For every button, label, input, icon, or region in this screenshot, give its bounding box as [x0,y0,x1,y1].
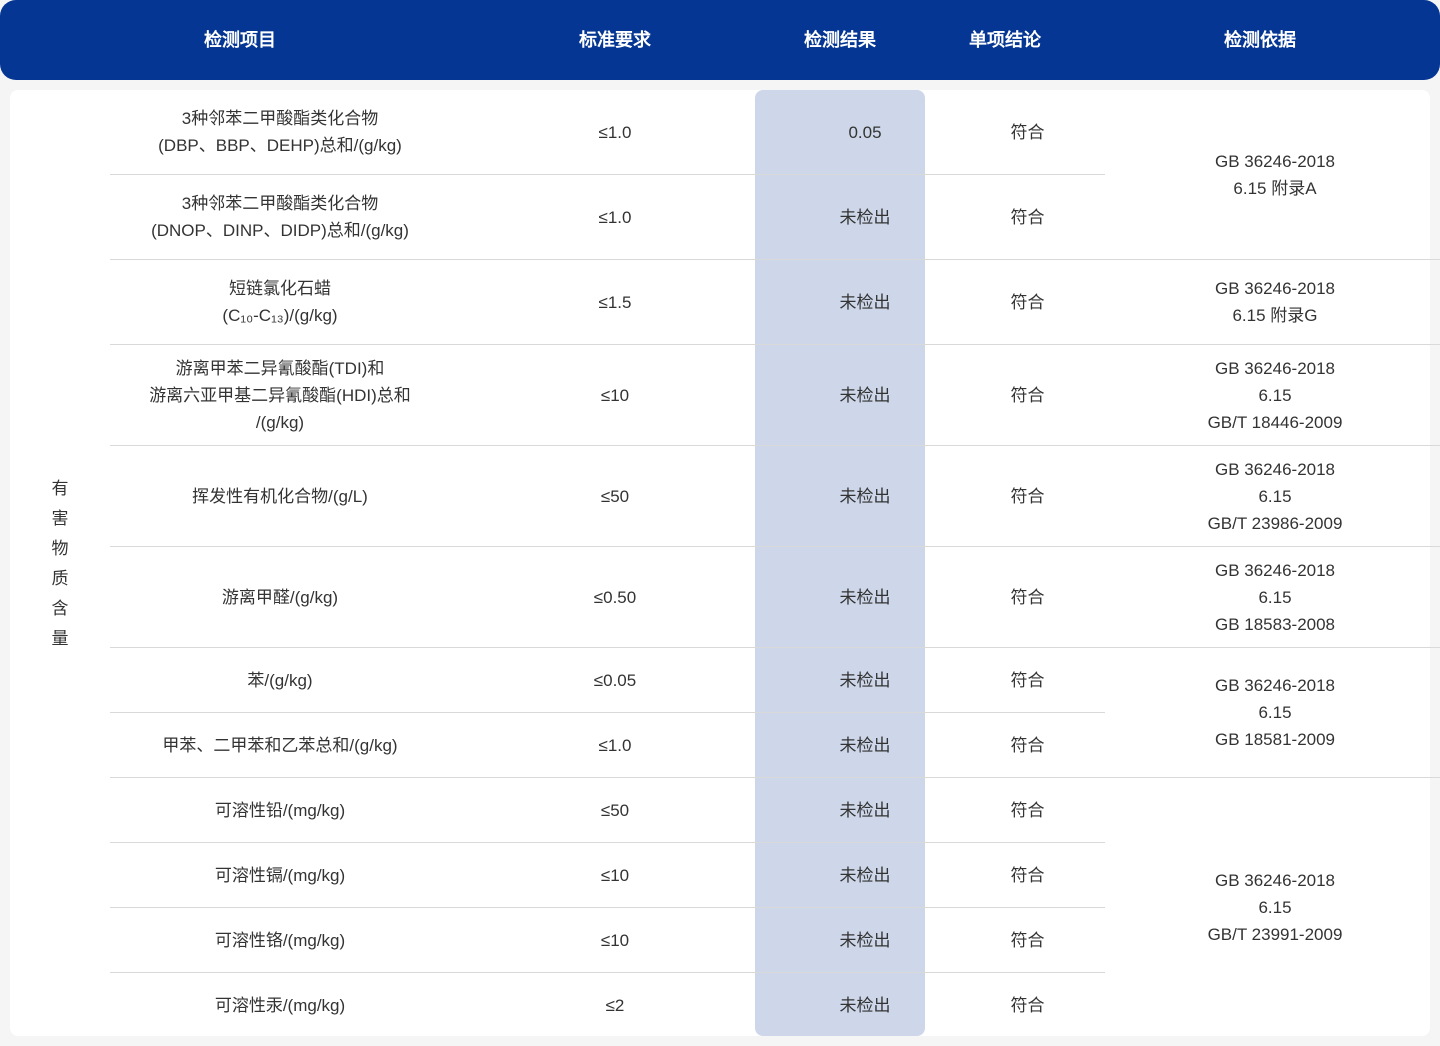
header-basis: 检测依据 [1224,30,1296,50]
item-cell: 3种邻苯二甲酸酯类化合物 (DBP、BBP、DEHP)总和/(g/kg) [110,90,450,175]
item-cell: 甲苯、二甲苯和乙苯总和/(g/kg) [110,713,450,778]
conclusion-cell: 符合 [950,648,1105,713]
standard-cell: ≤10 [450,843,780,908]
conclusion-cell: 符合 [950,547,1105,648]
conclusion-cell: 符合 [950,446,1105,547]
item-cell: 短链氯化石蜡 (C₁₀-C₁₃)/(g/kg) [110,260,450,345]
basis-cell: GB 36246-2018 6.15 GB/T 23986-2009 [1105,446,1440,547]
item-cell: 游离甲苯二异氰酸酯(TDI)和 游离六亚甲基二异氰酸酯(HDI)总和 /(g/k… [110,345,450,446]
basis-cell: GB 36246-2018 6.15 GB 18583-2008 [1105,547,1440,648]
table-body: 有害物质含量 3种邻苯二甲酸酯类化合物 (DBP、BBP、DEHP)总和/(g/… [10,90,1440,1037]
result-cell: 未检出 [780,446,950,547]
category-cell: 有害物质含量 [10,90,110,1037]
category-char: 质 [51,568,69,588]
standard-cell: ≤10 [450,908,780,973]
conclusion-cell: 符合 [950,908,1105,973]
result-cell: 未检出 [780,175,950,260]
result-column-highlight [755,90,925,1036]
standard-cell: ≤1.0 [450,713,780,778]
standard-cell: ≤50 [450,446,780,547]
conclusion-cell: 符合 [1010,995,1045,1015]
standard-cell: ≤50 [450,778,780,843]
standard-cell: ≤1.0 [450,175,780,260]
header-conclusion: 单项结论 [969,30,1041,50]
standard-cell: ≤0.05 [450,648,780,713]
item-cell: 可溶性铬/(mg/kg) [110,908,450,973]
basis-cell: GB 36246-2018 6.15 附录G [1105,260,1440,345]
result-cell: 未检出 [780,345,950,446]
conclusion-cell: 符合 [950,260,1105,345]
standard-cell: ≤1.0 [450,90,780,175]
standard-cell: ≤0.50 [450,547,780,648]
result-cell: 0.05 [780,90,950,175]
item-cell: 可溶性汞/(mg/kg) [214,995,346,1015]
header-standard: 标准要求 [579,30,651,50]
basis-cell: GB 36246-2018 6.15 GB/T 23991-2009 [1207,871,1343,944]
conclusion-cell: 符合 [950,175,1105,260]
result-cell: 未检出 [780,713,950,778]
conclusion-cell: 符合 [950,843,1105,908]
standard-cell: ≤2 [605,995,625,1015]
item-cell: 游离甲醛/(g/kg) [110,547,450,648]
basis-cell: GB 36246-2018 6.15 GB 18581-2009 [1105,648,1440,778]
standard-cell: ≤1.5 [450,260,780,345]
result-cell: 未检出 [780,260,950,345]
item-cell: 挥发性有机化合物/(g/L) [110,446,450,547]
conclusion-cell: 符合 [950,345,1105,446]
header-item: 检测项目 [204,30,276,50]
standard-cell: ≤10 [450,345,780,446]
item-cell: 可溶性镉/(mg/kg) [110,843,450,908]
category-char: 含 [51,598,69,618]
category-char: 物 [51,538,69,558]
item-cell: 苯/(g/kg) [110,648,450,713]
basis-cell: GB 36246-2018 6.15 附录A [1105,90,1440,260]
category-char: 害 [51,508,69,528]
result-cell: 未检出 [839,995,891,1015]
item-cell: 3种邻苯二甲酸酯类化合物 (DNOP、DINP、DIDP)总和/(g/kg) [110,175,450,260]
conclusion-cell: 符合 [950,713,1105,778]
result-cell: 未检出 [780,843,950,908]
table-header: 检测项目 标准要求 检测结果 单项结论 检测依据 [0,0,1440,80]
conclusion-cell: 符合 [950,778,1105,843]
header-result: 检测结果 [804,30,876,50]
result-cell: 未检出 [780,648,950,713]
table-grid: 有害物质含量 3种邻苯二甲酸酯类化合物 (DBP、BBP、DEHP)总和/(g/… [10,90,1440,1037]
category-char: 量 [51,628,69,648]
result-cell: 未检出 [780,908,950,973]
item-cell: 可溶性铅/(mg/kg) [110,778,450,843]
conclusion-cell: 符合 [950,90,1105,175]
category-char: 有 [51,478,69,498]
result-cell: 未检出 [780,547,950,648]
basis-cell: GB 36246-2018 6.15 GB/T 18446-2009 [1105,345,1440,446]
result-cell: 未检出 [780,778,950,843]
